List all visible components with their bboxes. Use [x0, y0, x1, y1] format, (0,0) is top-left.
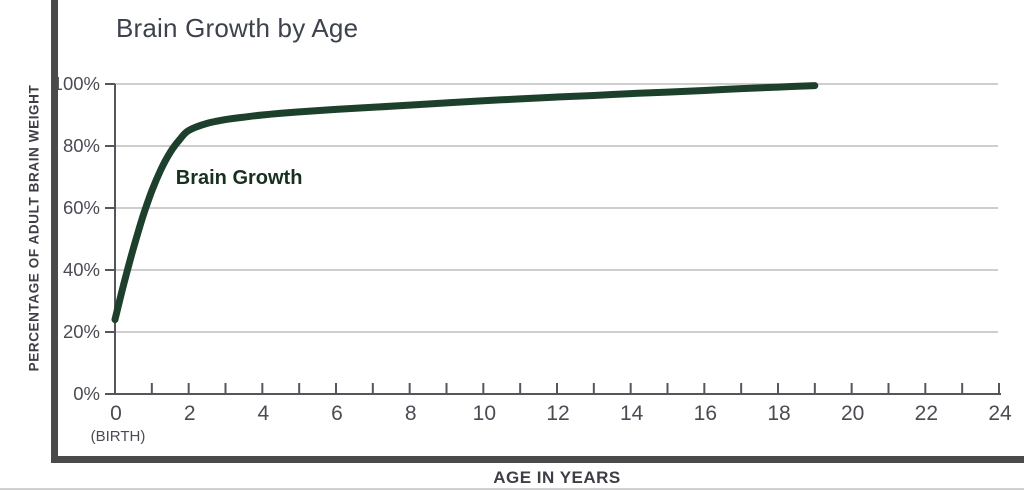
page-bottom-divider — [0, 488, 1024, 490]
frame-bottom-bar — [51, 456, 1024, 463]
chart-title: Brain Growth by Age — [116, 13, 359, 43]
y-tick-label: 0% — [73, 383, 100, 404]
birth-note: (BIRTH) — [91, 428, 146, 445]
y-tick-label: 20% — [63, 321, 100, 342]
x-tick-label: 4 — [257, 402, 269, 425]
x-tick-label: 20 — [841, 402, 864, 425]
x-tick-label: 2 — [184, 402, 196, 425]
x-tick-label: 24 — [988, 402, 1012, 425]
x-tick-label: 18 — [767, 402, 790, 425]
y-tick-label: 80% — [63, 135, 100, 156]
x-tick-label: 6 — [331, 402, 343, 425]
x-axis-title: AGE IN YEARS — [493, 468, 621, 487]
x-tick-label: 8 — [405, 402, 417, 425]
x-tick-label: 22 — [915, 402, 938, 425]
x-tick-label: 14 — [620, 402, 644, 425]
x-tick-label: 0 — [110, 402, 122, 425]
x-tick-label: 12 — [546, 402, 569, 425]
x-tick-label: 10 — [473, 402, 496, 425]
series-label: Brain Growth — [176, 167, 303, 189]
frame-left-bar — [51, 0, 58, 463]
y-tick-label: 60% — [63, 197, 100, 218]
growth-curve — [111, 82, 819, 324]
y-tick-label: 40% — [63, 259, 100, 280]
x-tick-label: 16 — [694, 402, 717, 425]
y-tick-label: 100% — [53, 73, 100, 94]
